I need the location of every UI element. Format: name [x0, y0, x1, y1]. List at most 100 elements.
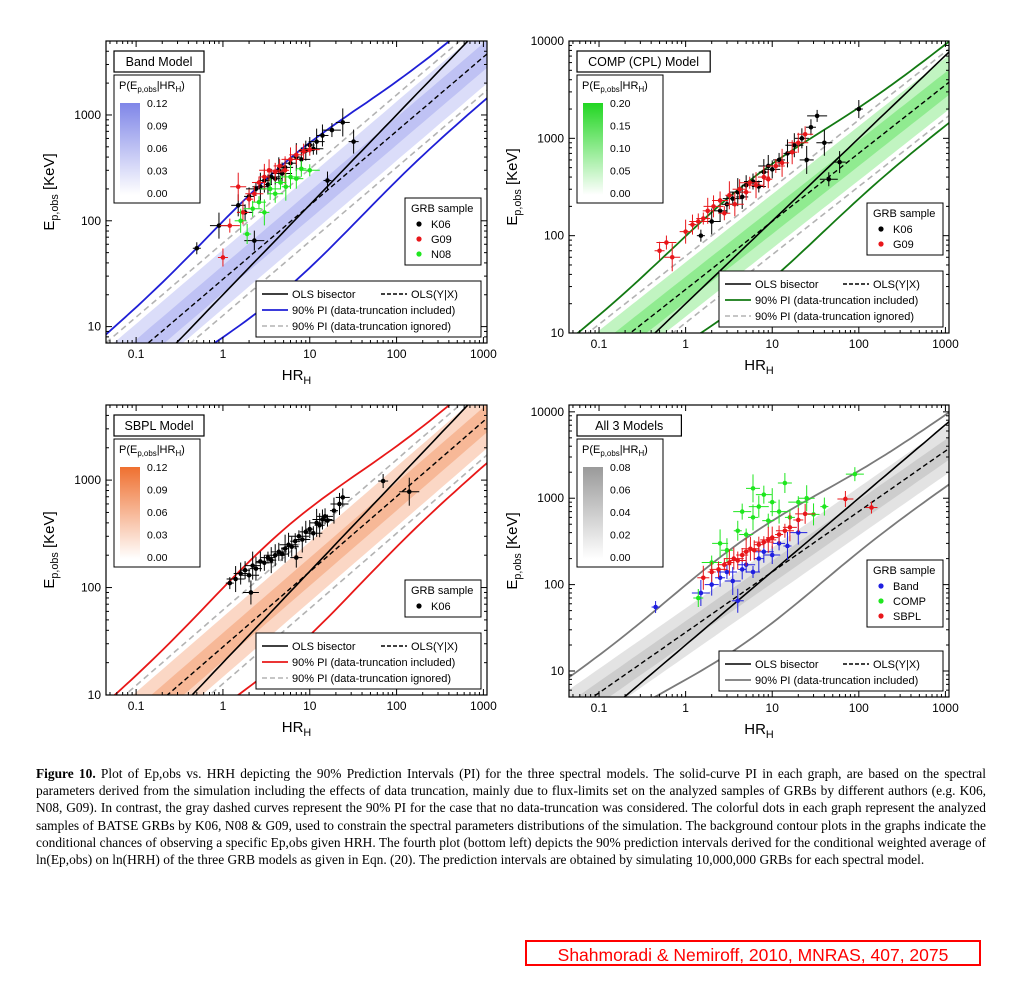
- x-tick-label: 0.1: [591, 701, 608, 715]
- line-legend-box: [718, 270, 944, 328]
- sample-legend-label: G09: [431, 234, 452, 246]
- plot-area: [113, 405, 487, 695]
- data-point: [194, 245, 200, 251]
- chart-title: Band Model: [126, 55, 193, 69]
- legend-pi-ignored-label: 90% PI (data-truncation ignored): [292, 673, 451, 685]
- y-tick-label: 10000: [531, 34, 565, 48]
- x-tick-label: 10: [766, 701, 780, 715]
- data-point: [795, 140, 801, 146]
- ols-yx-line: [147, 53, 487, 343]
- legend-pi-ignored-label: 90% PI (data-truncation ignored): [292, 321, 451, 333]
- sample-legend-label: K06: [431, 219, 451, 231]
- colorbar-tick: 0.06: [610, 485, 631, 497]
- colorbar-tick: 0.06: [147, 143, 168, 155]
- data-point: [695, 595, 701, 601]
- data-point: [722, 562, 727, 568]
- data-point: [294, 176, 299, 181]
- sample-legend-marker: [416, 236, 422, 242]
- data-point: [747, 180, 753, 186]
- ols-yx-line: [629, 81, 949, 333]
- axes: 0.1 1 10 100 1000 10 100 1000 HRH Ep,obs [KeV]: [41, 40, 497, 387]
- data-point: [695, 219, 701, 224]
- title-box: [113, 414, 205, 437]
- sample-legend-title: GRB sample: [873, 565, 935, 577]
- density-core: [151, 405, 487, 695]
- x-axis-label: HRH: [282, 367, 311, 387]
- data-point: [852, 471, 858, 477]
- pi-included-upper: [576, 41, 949, 333]
- sample-legend-marker: [878, 226, 884, 232]
- series-sbpl: [697, 490, 878, 590]
- data-point: [220, 255, 226, 260]
- data-point: [250, 206, 255, 212]
- sample-legend-marker: [878, 583, 884, 589]
- data-point: [331, 508, 337, 513]
- x-tick-label: 10: [303, 699, 317, 713]
- data-point: [262, 560, 267, 566]
- data-point: [283, 184, 289, 189]
- sample-legend-title: GRB sample: [873, 208, 935, 220]
- density-core: [132, 41, 487, 343]
- density-band: [113, 41, 487, 343]
- data-point: [751, 547, 757, 553]
- data-point: [317, 522, 322, 528]
- x-tick-label: 10: [766, 337, 780, 351]
- data-point: [265, 555, 271, 560]
- data-point: [808, 124, 814, 130]
- data-point: [773, 163, 779, 169]
- data-point: [227, 580, 233, 586]
- data-point: [776, 532, 782, 537]
- data-point: [325, 518, 330, 523]
- ols-bisector-line: [623, 421, 949, 697]
- x-axis-label: HRH: [744, 357, 773, 377]
- data-point: [244, 231, 250, 237]
- x-tick-label: 0.1: [591, 337, 608, 351]
- data-point: [769, 499, 775, 505]
- y-tick-label: 1000: [537, 491, 564, 505]
- colorbar-tick: 0.00: [610, 188, 631, 200]
- data-point: [730, 578, 736, 584]
- data-point: [869, 505, 874, 510]
- plot-area: [569, 411, 949, 697]
- data-point: [724, 547, 730, 553]
- sample-legend-title: GRB sample: [411, 203, 473, 215]
- data-point: [761, 539, 767, 545]
- data-point: [822, 504, 827, 509]
- data-point: [276, 549, 282, 555]
- data-point: [779, 160, 785, 166]
- data-point: [272, 191, 278, 197]
- data-point: [664, 240, 669, 245]
- data-point: [653, 604, 658, 610]
- data-point: [814, 113, 820, 119]
- series-k06: [225, 474, 420, 605]
- data-point: [709, 569, 714, 575]
- data-point: [262, 174, 267, 180]
- x-axis-label: HRH: [744, 721, 773, 741]
- data-point: [282, 167, 288, 173]
- colorbar-tick: 0.03: [147, 530, 168, 542]
- colorbar-tick: 0.12: [147, 98, 168, 110]
- data-point: [278, 180, 283, 185]
- data-point: [272, 169, 278, 175]
- colorbar-tick: 0.08: [610, 462, 631, 474]
- data-point: [765, 518, 771, 523]
- legend-olsyx-label: OLS(Y|X): [873, 279, 920, 291]
- y-tick-label: 1000: [537, 131, 564, 145]
- y-tick-label: 1000: [74, 108, 101, 122]
- colorbar-label: P(Ep,obs|HRH): [582, 80, 648, 94]
- data-point: [837, 159, 842, 165]
- series-band: [651, 520, 808, 614]
- colorbar-tick: 0.00: [147, 552, 168, 564]
- data-point: [320, 133, 325, 138]
- legend-pi-ignored-label: 90% PI (data-truncation ignored): [755, 311, 914, 323]
- data-point: [227, 223, 233, 228]
- colorbar-tick: 0.09: [147, 485, 168, 497]
- data-point: [262, 210, 267, 215]
- data-point: [314, 139, 319, 144]
- data-point: [301, 149, 306, 154]
- data-point: [248, 590, 254, 595]
- data-point: [657, 248, 662, 254]
- legend-pi-included-label: 90% PI (data-truncation included): [292, 305, 455, 317]
- data-point: [737, 186, 742, 192]
- data-point: [256, 180, 262, 185]
